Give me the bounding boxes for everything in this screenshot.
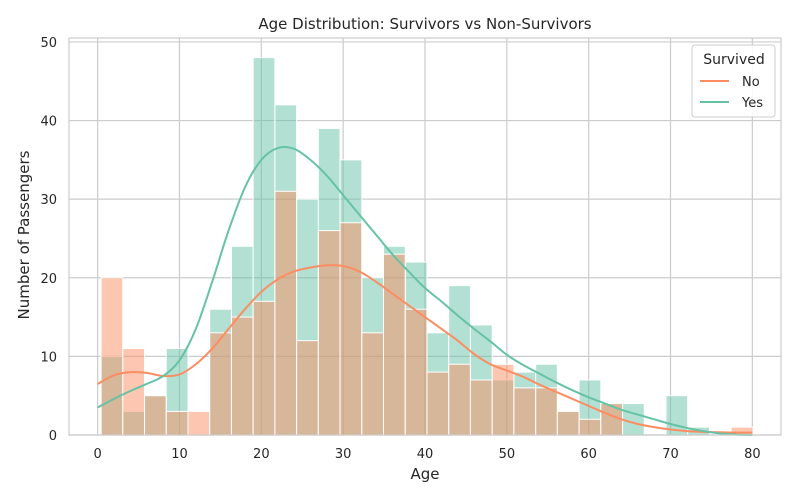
y-tick-label: 30 [40, 193, 57, 208]
x-tick-label: 60 [580, 447, 597, 462]
histogram-bar-no [274, 190, 298, 436]
x-tick-label: 20 [253, 447, 270, 462]
histogram-bar-no [361, 332, 385, 436]
y-tick-label: 40 [40, 115, 57, 130]
x-tick-label: 40 [417, 447, 434, 462]
histogram-bar-no [122, 348, 146, 436]
kde-curves [97, 145, 753, 436]
chart-title: Age Distribution: Survivors vs Non-Survi… [258, 15, 591, 33]
x-tick-label: 80 [744, 447, 761, 462]
histogram-bar-no [339, 222, 363, 436]
kde-curve-yes [97, 145, 753, 436]
histogram-bar-no [426, 371, 450, 436]
legend-box [691, 44, 776, 118]
y-tick-label: 10 [40, 350, 57, 365]
histogram-bar-no [165, 410, 189, 436]
histogram-bar-no [491, 363, 515, 436]
histogram-bar-no [383, 253, 406, 436]
histogram-bar-no [317, 230, 341, 436]
histogram-bar-no [556, 410, 580, 436]
histogram-bar-no [535, 387, 558, 436]
legend: Survived No Yes [691, 44, 776, 118]
plot-frame [68, 37, 782, 436]
histogram-bar-no [448, 363, 471, 436]
histogram-bar-no [100, 277, 124, 436]
kde-curve-no [97, 264, 753, 434]
x-tick-label: 50 [499, 447, 516, 462]
x-tick-label: 0 [94, 447, 102, 462]
y-tick-label: 20 [40, 272, 57, 287]
x-tick-label: 30 [335, 447, 352, 462]
histogram-bar-no [404, 308, 428, 436]
histogram-bar-no [469, 379, 493, 436]
x-tick-label: 10 [171, 447, 188, 462]
histogram-bar-no [230, 316, 254, 436]
y-axis-label: Number of Passengers [15, 150, 33, 319]
x-tick-labels: 0 10 20 30 40 50 60 70 80 [94, 447, 761, 462]
legend-label-yes: Yes [741, 96, 763, 111]
x-axis-label: Age [410, 465, 439, 483]
histogram-bar-no [513, 387, 537, 436]
y-tick-label: 50 [40, 36, 57, 51]
histogram-bar-no [144, 395, 167, 436]
legend-title: Survived [703, 52, 764, 68]
histogram-bar-no [252, 300, 276, 436]
x-tick-label: 70 [662, 447, 679, 462]
legend-label-no: No [742, 75, 760, 90]
y-tick-labels: 0 10 20 30 40 50 [40, 36, 57, 444]
histogram-bar-no [296, 340, 319, 436]
histogram-bar-yes [622, 403, 645, 436]
y-tick-label: 0 [49, 429, 57, 444]
bars-survived-no [100, 190, 754, 436]
histogram-bar-no [578, 418, 602, 436]
histogram-bar-no [187, 410, 211, 436]
